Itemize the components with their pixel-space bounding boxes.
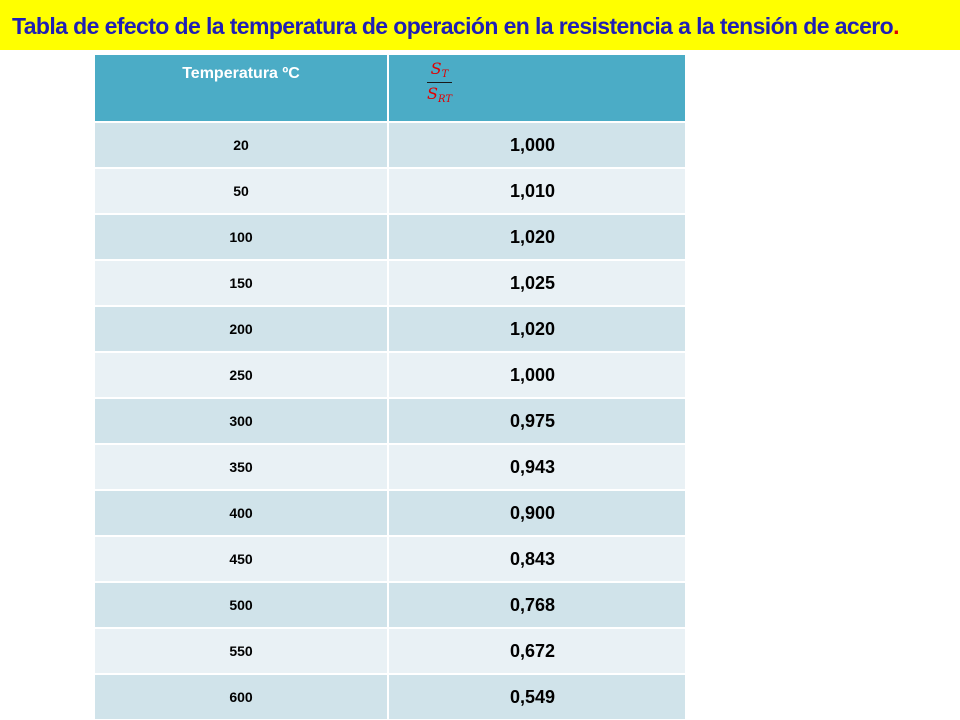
temperature-cell: 500 <box>95 581 389 628</box>
ratio-cell: 0,768 <box>388 581 685 628</box>
ratio-denominator: SRT <box>427 83 452 105</box>
header-temperature: Temperatura ºC <box>95 55 389 122</box>
temperature-cell: 300 <box>95 397 389 444</box>
header-temperature-label: Temperatura ºC <box>182 65 300 82</box>
ratio-cell: 1,025 <box>388 259 685 306</box>
ratio-numerator-subscript: T <box>441 69 449 80</box>
ratio-cell: 1,000 <box>388 121 685 168</box>
ratio-numerator-symbol: S <box>430 59 442 78</box>
ratio-cell: 0,943 <box>388 443 685 490</box>
table-header-row: Temperatura ºC ST SRT <box>95 55 685 122</box>
temperature-cell: 150 <box>95 259 389 306</box>
ratio-cell: 0,549 <box>388 673 685 719</box>
ratio-denominator-subscript: RT <box>437 94 452 105</box>
temperature-cell: 250 <box>95 351 389 398</box>
table-row: 600 0,549 <box>95 673 685 719</box>
header-ratio: ST SRT <box>388 55 685 122</box>
ratio-denominator-symbol: S <box>427 84 438 103</box>
ratio-numerator: ST <box>427 61 452 83</box>
table-row: 350 0,943 <box>95 443 685 490</box>
table-row: 550 0,672 <box>95 627 685 674</box>
temperature-strength-table: Temperatura ºC ST SRT 20 1,000 50 1,010 <box>95 55 685 719</box>
table-row: 400 0,900 <box>95 489 685 536</box>
table-row: 200 1,020 <box>95 305 685 352</box>
table-row: 100 1,020 <box>95 213 685 260</box>
ratio-cell: 0,843 <box>388 535 685 582</box>
ratio-fraction: ST SRT <box>427 61 452 105</box>
temperature-cell: 100 <box>95 213 389 260</box>
title-text: Tabla de efecto de la temperatura de ope… <box>12 13 894 39</box>
table-row: 150 1,025 <box>95 259 685 306</box>
temperature-cell: 200 <box>95 305 389 352</box>
table-row: 450 0,843 <box>95 535 685 582</box>
ratio-cell: 0,672 <box>388 627 685 674</box>
temperature-cell: 450 <box>95 535 389 582</box>
temperature-cell: 600 <box>95 673 389 719</box>
ratio-cell: 1,000 <box>388 351 685 398</box>
temperature-cell: 50 <box>95 167 389 214</box>
title-banner: Tabla de efecto de la temperatura de ope… <box>0 0 960 50</box>
temperature-cell: 400 <box>95 489 389 536</box>
title-period: . <box>893 13 899 39</box>
temperature-cell: 350 <box>95 443 389 490</box>
ratio-cell: 0,900 <box>388 489 685 536</box>
table-row: 50 1,010 <box>95 167 685 214</box>
ratio-cell: 1,010 <box>388 167 685 214</box>
table-row: 300 0,975 <box>95 397 685 444</box>
table-row: 500 0,768 <box>95 581 685 628</box>
ratio-cell: 0,975 <box>388 397 685 444</box>
temperature-cell: 550 <box>95 627 389 674</box>
ratio-cell: 1,020 <box>388 305 685 352</box>
table-row: 20 1,000 <box>95 121 685 168</box>
temperature-cell: 20 <box>95 121 389 168</box>
page-title: Tabla de efecto de la temperatura de ope… <box>12 11 899 41</box>
table-row: 250 1,000 <box>95 351 685 398</box>
ratio-cell: 1,020 <box>388 213 685 260</box>
